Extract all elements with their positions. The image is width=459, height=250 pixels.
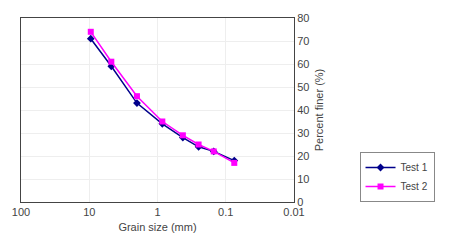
svg-text:50: 50: [297, 81, 309, 93]
svg-text:20: 20: [297, 150, 309, 162]
svg-text:Percent finer (%): Percent finer (%): [313, 69, 325, 152]
svg-text:40: 40: [297, 104, 309, 116]
svg-text:70: 70: [297, 35, 309, 47]
svg-text:0.1: 0.1: [218, 206, 233, 218]
svg-text:60: 60: [297, 58, 309, 70]
svg-text:Test 1: Test 1: [401, 162, 428, 173]
svg-text:30: 30: [297, 127, 309, 139]
svg-text:80: 80: [297, 12, 309, 24]
svg-text:Test 2: Test 2: [401, 181, 428, 192]
svg-text:0: 0: [297, 196, 303, 208]
svg-text:10: 10: [83, 206, 95, 218]
svg-text:10: 10: [297, 173, 309, 185]
svg-text:100: 100: [12, 206, 30, 218]
svg-text:Grain size (mm): Grain size (mm): [118, 221, 196, 233]
svg-text:0.01: 0.01: [283, 206, 304, 218]
svg-text:1: 1: [154, 206, 160, 218]
